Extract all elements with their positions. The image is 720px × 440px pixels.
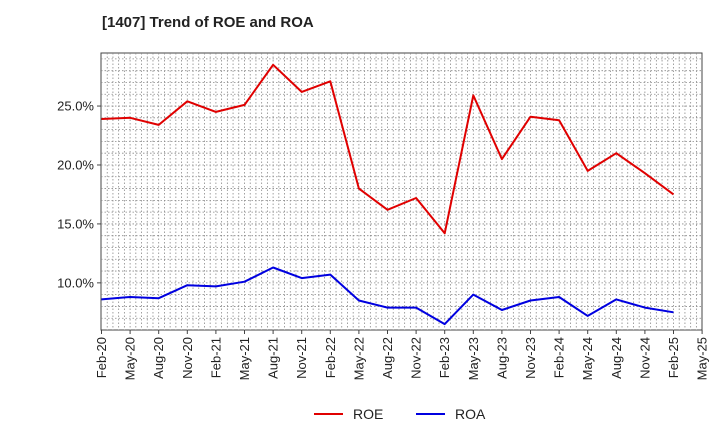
x-tick-label: Feb-23 [437,337,452,378]
x-tick-label: May-25 [695,337,710,380]
x-tick-label: Aug-23 [494,337,509,379]
y-tick-label: 15.0% [57,216,94,231]
x-tick-label: May-23 [466,337,481,380]
x-axis-ticks: Feb-20 May-20 Aug-20 Nov-20 Feb-21 May-21 Aug-… [94,330,710,380]
x-tick-label: Aug-21 [266,337,281,379]
x-tick-label: Nov-20 [180,337,195,379]
x-tick-label: Feb-22 [323,337,338,378]
x-tick-label: May-20 [123,337,138,380]
x-tick-label: May-21 [237,337,252,380]
x-tick-label: May-24 [580,337,595,380]
x-tick-label: Nov-23 [523,337,538,379]
series-lines [101,63,675,326]
plot-area [100,52,703,331]
x-tick-label: Aug-20 [151,337,166,379]
chart-title: [1407] Trend of ROE and ROA [102,14,314,31]
x-tick-label: Nov-24 [637,337,652,379]
legend-label-roe: ROE [353,406,383,422]
x-tick-label: Aug-24 [609,337,624,379]
x-tick-label: Nov-22 [409,337,424,379]
x-tick-label: May-22 [351,337,366,380]
series-line-roe [101,63,675,235]
y-tick-label: 25.0% [57,99,94,114]
y-axis-ticks: 10.0% 15.0% 20.0% 25.0% [57,99,101,290]
x-tick-label: Nov-21 [294,337,309,379]
series-line-roa [101,266,674,326]
y-tick-label: 20.0% [57,157,94,172]
x-tick-label: Aug-22 [380,337,395,379]
grid-lines [101,53,702,330]
legend-label-roa: ROA [455,406,486,422]
y-tick-label: 10.0% [57,275,94,290]
x-tick-label: Feb-24 [552,337,567,378]
x-tick-label: Feb-20 [94,337,109,378]
x-tick-label: Feb-21 [208,337,223,378]
legend: ROE ROA [314,406,486,422]
x-tick-label: Feb-25 [666,337,681,378]
